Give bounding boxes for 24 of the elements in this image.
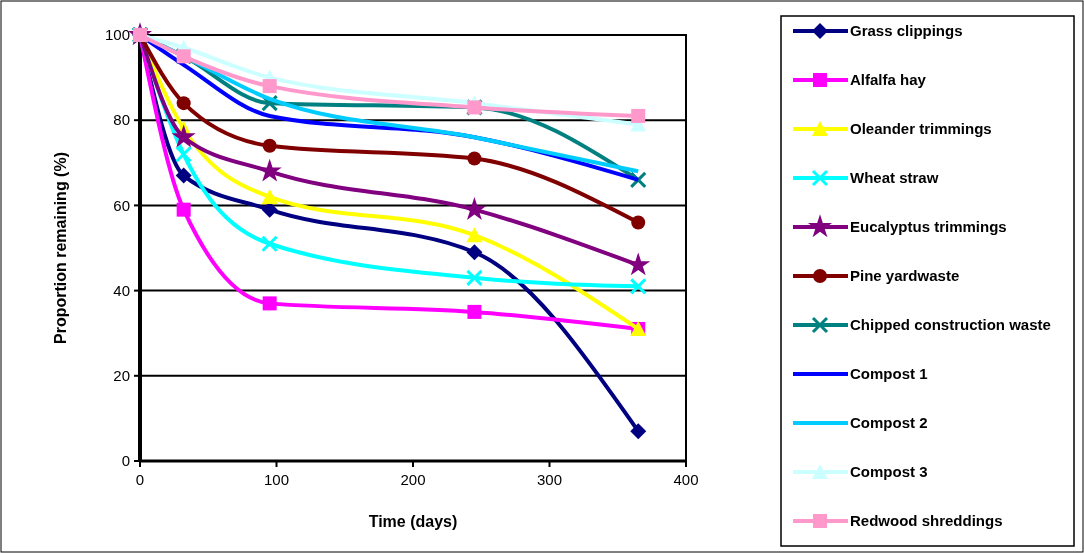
y-tick-label: 40: [113, 281, 130, 299]
legend-label: Compost 1: [850, 365, 928, 383]
y-tick-label: 60: [113, 196, 130, 214]
x-tick-label: 100: [263, 471, 290, 488]
y-tick-label: 80: [113, 111, 130, 129]
x-tick-label: 0: [135, 471, 145, 488]
legend-label: Pine yardwaste: [850, 267, 960, 285]
y-tick-label: 100: [104, 26, 130, 44]
legend-label: Oleander trimmings: [850, 120, 992, 138]
x-tick-label: 400: [673, 471, 699, 488]
legend-label: Chipped construction waste: [850, 316, 1051, 334]
y-tick-label: 20: [113, 367, 130, 385]
legend-label: Compost 3: [850, 463, 928, 481]
x-tick-label: 300: [536, 471, 563, 488]
legend-label: Alfalfa hay: [850, 71, 927, 89]
legend-label: Redwood shreddings: [850, 512, 1003, 530]
y-tick-label: 0: [121, 452, 130, 470]
x-tick-label: 200: [400, 471, 426, 488]
legend-label: Eucalyptus trimmings: [850, 218, 1007, 236]
legend-label: Compost 2: [850, 414, 928, 432]
legend-label: Wheat straw: [850, 169, 939, 187]
x-axis-title: Time (days): [368, 513, 458, 530]
y-axis-title: Proportion remaining (%): [52, 152, 69, 344]
legend-label: Grass clippings: [850, 22, 963, 40]
